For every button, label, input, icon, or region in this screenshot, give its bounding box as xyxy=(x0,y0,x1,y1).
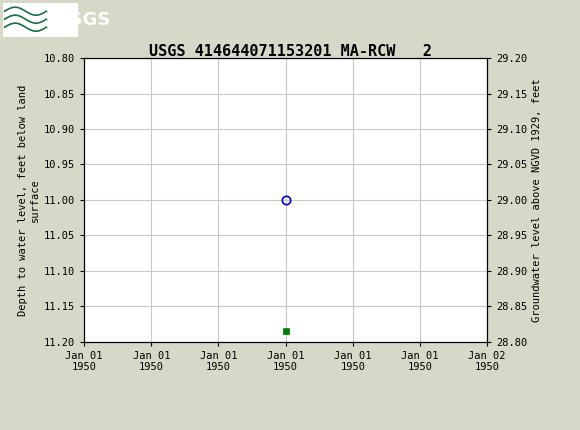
Text: USGS 414644071153201 MA-RCW   2: USGS 414644071153201 MA-RCW 2 xyxy=(148,44,432,59)
Text: USGS: USGS xyxy=(55,11,110,29)
Bar xyxy=(3,3,78,37)
Y-axis label: Groundwater level above NGVD 1929, feet: Groundwater level above NGVD 1929, feet xyxy=(532,78,542,322)
Y-axis label: Depth to water level, feet below land
surface: Depth to water level, feet below land su… xyxy=(18,84,39,316)
